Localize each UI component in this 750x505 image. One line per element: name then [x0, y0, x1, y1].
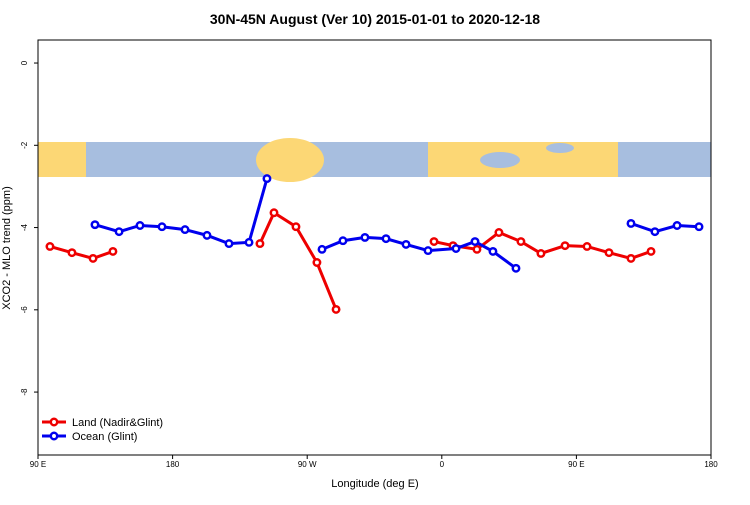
point: [202, 230, 212, 240]
point: [90, 220, 100, 230]
point: [401, 239, 411, 249]
point: [157, 222, 167, 232]
sea: [480, 152, 520, 168]
x-tick-label: 180: [704, 460, 718, 469]
point: [694, 222, 704, 232]
point: [224, 239, 234, 249]
point: [626, 253, 636, 263]
legend-marker: [49, 431, 59, 441]
point: [472, 244, 482, 254]
point: [494, 228, 504, 237]
legend-marker: [49, 417, 59, 427]
point: [646, 246, 656, 256]
point: [255, 239, 265, 249]
point: [331, 304, 341, 314]
chart-title: 30N-45N August (Ver 10) 2015-01-01 to 20…: [210, 11, 540, 27]
point: [604, 248, 614, 258]
world-map-band: [38, 138, 711, 182]
point: [317, 244, 327, 254]
point: [423, 246, 433, 256]
point: [180, 225, 190, 235]
point: [45, 242, 55, 251]
point: [381, 234, 391, 244]
point: [135, 221, 145, 230]
continent: [38, 142, 86, 177]
point: [312, 258, 322, 267]
x-tick-label: 180: [166, 460, 180, 469]
legend-label: Ocean (Glint): [72, 431, 137, 443]
point: [516, 237, 526, 246]
point: [360, 232, 370, 242]
legend: Land (Nadir&Glint) Ocean (Glint): [42, 417, 163, 443]
sea: [546, 143, 574, 153]
continent: [256, 138, 324, 182]
point: [114, 227, 124, 237]
point: [488, 246, 498, 256]
y-tick-label: 0: [20, 60, 29, 65]
y-tick-label: -6: [20, 306, 29, 314]
y-tick-label: -2: [20, 141, 29, 149]
point: [650, 227, 660, 237]
point: [470, 237, 480, 246]
point: [262, 174, 272, 184]
point: [429, 237, 439, 246]
point: [672, 221, 682, 230]
plot-frame: [37, 39, 712, 456]
point: [338, 236, 348, 246]
point: [291, 222, 301, 232]
x-axis-label: Longitude (deg E): [331, 478, 418, 490]
point: [67, 248, 77, 258]
x-tick-label: 90 E: [30, 460, 46, 469]
point: [269, 208, 279, 218]
y-tick-label: -8: [20, 388, 29, 396]
x-tick-label: 90 E: [568, 460, 584, 469]
point: [108, 246, 118, 256]
point: [88, 253, 98, 263]
x-tick-label: 90 W: [298, 460, 317, 469]
legend-label: Land (Nadir&Glint): [72, 417, 163, 429]
point: [511, 263, 521, 273]
continent: [428, 142, 618, 177]
point: [451, 244, 461, 253]
y-axis-label: XCO2 - MLO trend (ppm): [1, 186, 13, 309]
point: [536, 249, 546, 258]
point: [582, 242, 592, 251]
x-tick-label: 0: [440, 460, 445, 469]
point: [626, 218, 636, 228]
point: [244, 237, 254, 247]
point: [560, 241, 570, 251]
y-tick-label: -4: [20, 223, 29, 231]
